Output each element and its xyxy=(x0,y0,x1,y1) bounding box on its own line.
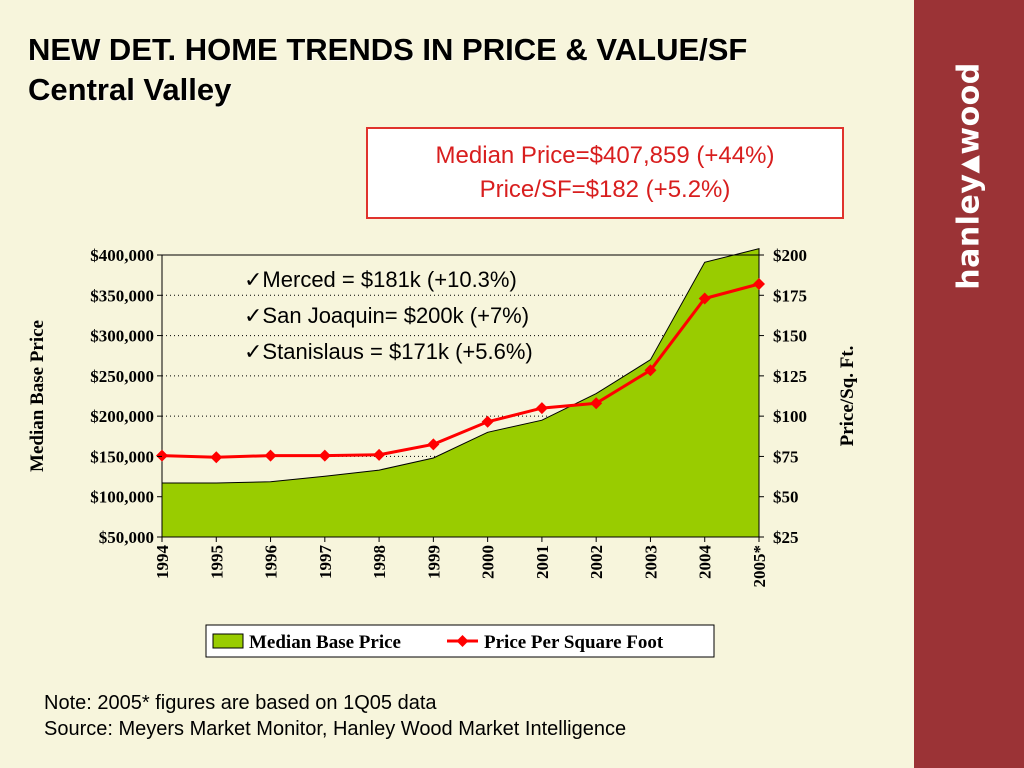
y-tick-label: $300,000 xyxy=(90,327,154,346)
line-marker-1999 xyxy=(427,438,440,451)
x-tick-label: 2005* xyxy=(750,545,769,588)
x-tick-label: 2002 xyxy=(587,545,606,579)
plot-frame xyxy=(161,254,760,538)
y2-tick-label: $100 xyxy=(773,407,807,426)
callout-san-joaquin: ✓San Joaquin= $200k (+7%) xyxy=(244,303,529,328)
y-axis-right: $200 $175 $150 $125 $100 $75 $50 $25 xyxy=(759,246,807,547)
y-tick-label: $200,000 xyxy=(90,407,154,426)
x-tick-label: 1998 xyxy=(370,545,389,579)
x-tick-label: 1996 xyxy=(262,545,281,579)
y2-tick-label: $50 xyxy=(773,488,799,507)
line-marker-1995 xyxy=(210,451,223,464)
y2-tick-label: $125 xyxy=(773,367,807,386)
area-series xyxy=(161,248,760,538)
x-tick-label: 2004 xyxy=(696,545,715,580)
y-tick-label: $150,000 xyxy=(90,447,154,466)
summary-box: Median Price=$407,859 (+44%) Price/SF=$1… xyxy=(366,127,844,219)
y-tick-label: $400,000 xyxy=(90,246,154,265)
line-marker-1997 xyxy=(318,449,331,462)
callouts: ✓Merced = $181k (+10.3%) ✓San Joaquin= $… xyxy=(244,267,533,364)
legend-label-median-base-price: Median Base Price xyxy=(249,632,401,653)
line-marker-2001 xyxy=(535,402,548,415)
line-marker-2000 xyxy=(481,415,494,428)
y2-tick-label: $200 xyxy=(773,246,807,265)
line-marker-2004 xyxy=(698,292,711,305)
line-marker-2005 xyxy=(753,278,765,291)
x-tick-label: 1995 xyxy=(207,545,226,579)
x-tick-label: 1994 xyxy=(153,545,172,580)
line-marker-2002 xyxy=(590,397,603,410)
x-tick-label: 2001 xyxy=(533,545,552,579)
title-line-2: Central Valley xyxy=(28,72,232,107)
y2-tick-label: $75 xyxy=(773,447,799,466)
y2-axis-title: Price/Sq. Ft. xyxy=(837,346,858,447)
x-tick-label: 2003 xyxy=(641,545,660,579)
y2-tick-label: $150 xyxy=(773,327,807,346)
line-marker-1998 xyxy=(373,448,386,461)
y-tick-label: $250,000 xyxy=(90,367,154,386)
footnotes: Note: 2005* figures are based on 1Q05 da… xyxy=(44,690,626,742)
title-line-1: NEW DET. HOME TRENDS IN PRICE & VALUE/SF xyxy=(28,32,748,67)
y2-tick-label: $175 xyxy=(773,286,807,305)
y2-tick-label: $25 xyxy=(773,528,799,547)
legend-label-price-per-square-foot: Price Per Square Foot xyxy=(484,632,664,653)
x-tick-label: 1997 xyxy=(316,545,335,580)
summary-price-per-sf: Price/SF=$182 (+5.2%) xyxy=(479,176,731,203)
legend-swatch-marker xyxy=(456,635,469,647)
area-median-base-price xyxy=(161,248,760,538)
line-marker-1994 xyxy=(156,449,168,462)
line-price-per-square-foot xyxy=(161,282,760,459)
x-axis: 1994 1995 1996 1997 1998 1999 2000 2001 2002 2003… xyxy=(153,537,769,588)
y-tick-label: $350,000 xyxy=(90,286,154,305)
x-tick-label: 2000 xyxy=(479,545,498,579)
summary-median-price: Median Price=$407,859 (+44%) xyxy=(435,142,775,169)
y-axis-title: Median Base Price xyxy=(27,320,48,472)
page-title: NEW DET. HOME TRENDS IN PRICE & VALUE/SF… xyxy=(28,30,747,110)
x-tick-label: 1999 xyxy=(424,545,443,579)
legend: Median Base Price Price Per Square Foot xyxy=(205,624,715,658)
y-tick-label: $50,000 xyxy=(99,528,154,547)
callout-stanislaus: ✓Stanislaus = $171k (+5.6%) xyxy=(244,339,533,364)
line-marker-2003 xyxy=(644,364,657,377)
line-marker-1996 xyxy=(264,449,277,462)
line-series xyxy=(156,278,765,464)
callout-merced: ✓Merced = $181k (+10.3%) xyxy=(244,267,517,292)
note-text: Note: 2005* figures are based on 1Q05 da… xyxy=(44,692,437,714)
y-axis-left: $400,000 $350,000 $300,000 $250,000 $200,000… xyxy=(90,246,162,547)
y-tick-label: $100,000 xyxy=(90,488,154,507)
source-text: Source: Meyers Market Monitor, Hanley Wo… xyxy=(44,718,627,740)
legend-swatch-area xyxy=(212,633,244,649)
brand-sidebar: hanley▲wood xyxy=(914,0,1024,768)
